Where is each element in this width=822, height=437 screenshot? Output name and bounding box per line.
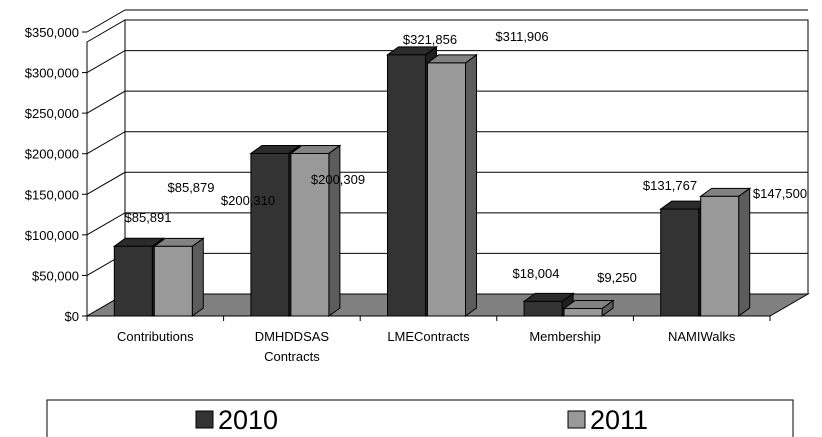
bar-contributions-2011 [152, 237, 205, 317]
category-label-lme-contracts: LMEContracts [387, 329, 470, 344]
data-label-membership-2010: $18,004 [513, 266, 560, 281]
category-label-contributions: Contributions [117, 329, 194, 344]
data-label-namiwalks-2011: $147,500 [753, 186, 807, 201]
legend-box [46, 399, 794, 437]
y-tick-label: $200,000 [25, 147, 79, 162]
data-label-lme-contracts-2010: $321,856 [403, 32, 457, 47]
bar-dmhddsas-contracts-2011 [289, 144, 342, 317]
gridline [86, 131, 808, 155]
gridline [86, 50, 808, 74]
y-tick-label: $300,000 [25, 66, 79, 81]
gridline [86, 9, 808, 33]
data-label-contributions-2010: $85,891 [125, 210, 172, 225]
y-tick-label: $150,000 [25, 187, 79, 202]
gridlines [86, 9, 808, 276]
gridline [86, 171, 808, 195]
y-tick-label: $100,000 [25, 228, 79, 243]
y-tick-label: $250,000 [25, 106, 79, 121]
category-label-namiwalks: NAMIWalks [668, 329, 736, 344]
legend-swatch-2011 [567, 410, 586, 429]
category-label-dmhddsas-contracts: DMHDDSAS [255, 329, 330, 344]
data-label-namiwalks-2010: $131,767 [643, 178, 697, 193]
data-label-dmhddsas-contracts-2011: $200,309 [311, 172, 365, 187]
data-labels: $85,891 $85,879 $200,310 $200,309 $321,856 $3… [125, 29, 808, 285]
legend-swatch-2010 [195, 410, 214, 429]
data-label-membership-2011: $9,250 [597, 270, 637, 285]
gridline [86, 90, 808, 114]
category-label-dmhddsas-contracts: Contracts [264, 349, 320, 364]
y-tick-label: $350,000 [25, 25, 79, 40]
category-label-membership: Membership [529, 329, 601, 344]
data-label-dmhddsas-contracts-2010: $200,310 [221, 193, 275, 208]
y-tick-label: $50,000 [32, 268, 79, 283]
bar-lme-contracts-2011 [425, 53, 479, 317]
bar-namiwalks-2011 [699, 187, 752, 317]
data-label-contributions-2011: $85,879 [168, 180, 215, 195]
legend-label-2010: 2010 [218, 405, 278, 435]
bar-membership-2011 [562, 299, 615, 317]
y-tick-label: $0 [65, 309, 79, 324]
bar-membership-2010 [522, 292, 575, 317]
legend-label-2011: 2011 [590, 405, 648, 435]
bars [112, 45, 752, 317]
legend: 2010 2011 [46, 399, 794, 437]
data-label-lme-contracts-2011: $311,906 [495, 29, 548, 44]
gridline [86, 212, 808, 236]
